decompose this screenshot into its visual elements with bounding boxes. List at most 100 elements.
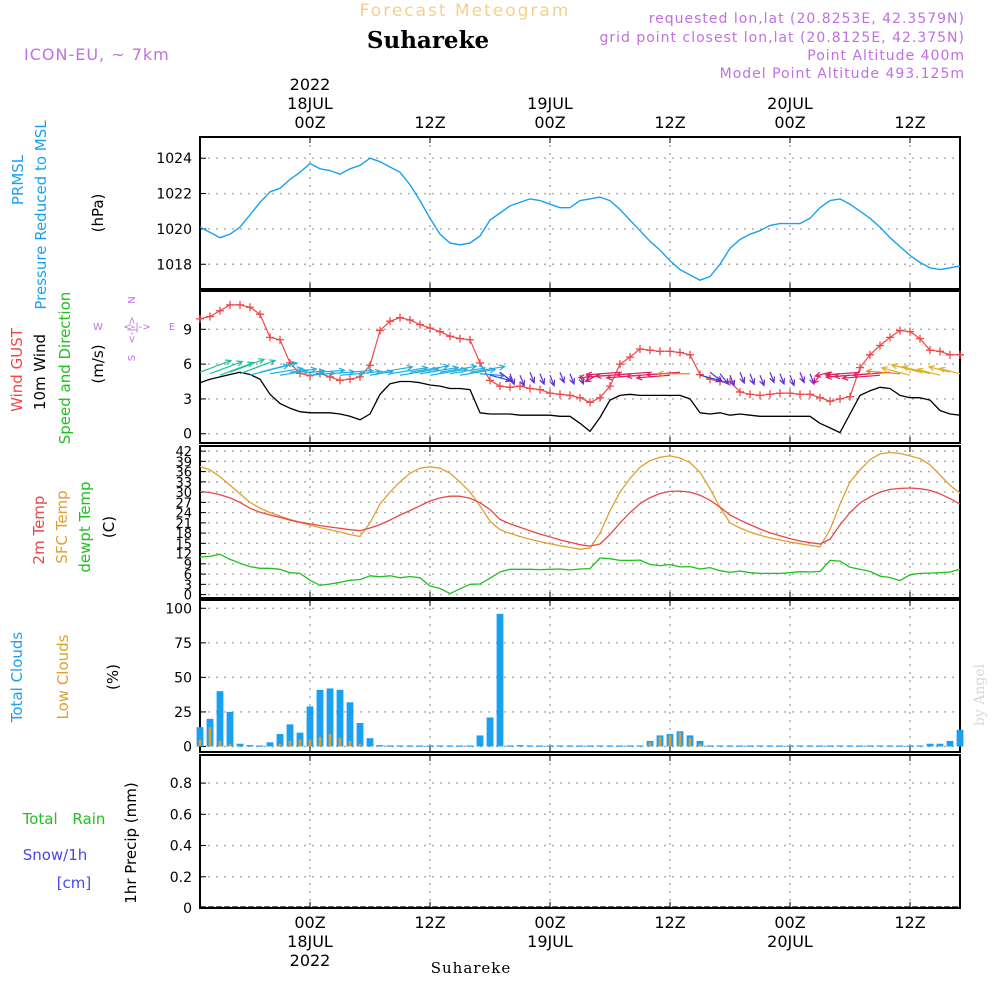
wind-arrow [789, 375, 796, 387]
total-cloud-bar [306, 706, 314, 747]
bottom-tick-label: 20JUL [767, 932, 813, 951]
wind-arrow [719, 373, 730, 386]
total-cloud-bar [916, 745, 924, 747]
y-tick-label: 39 [175, 455, 192, 470]
gust-marker [566, 391, 574, 400]
gust-marker [876, 341, 884, 350]
compass: <-|-> N S W <-|-> E [93, 296, 175, 361]
y-tick-label: 3 [184, 578, 192, 593]
low-cloud-bar [698, 743, 702, 747]
station-title: Suhareke [367, 27, 489, 54]
gust-marker [916, 334, 924, 343]
gust-marker [816, 393, 824, 402]
wind-arrow [709, 371, 724, 383]
gust-marker [366, 361, 374, 370]
gust-marker [706, 375, 714, 384]
total-cloud-bar [226, 711, 234, 747]
total-cloud-bar [386, 745, 394, 747]
total-cloud-bar [336, 689, 344, 747]
wind-arrow [199, 359, 233, 373]
wind-arrow [841, 374, 881, 381]
compass-n: N [127, 296, 138, 303]
total-cloud-bar [816, 745, 824, 747]
total-cloud-bar [276, 734, 284, 747]
compass-mid: <-|-> [123, 322, 150, 333]
wind-dir-label: Speed and Direction [56, 292, 74, 445]
bottom-tick-label: 00Z [774, 913, 805, 932]
panel-frame [199, 599, 961, 753]
y-tick-label: 0 [183, 901, 192, 917]
low-cloud-bar [308, 739, 312, 747]
low-cloud-bar [298, 739, 302, 747]
gust-marker [646, 346, 654, 355]
point-altitude: Point Altitude 400m [807, 48, 965, 64]
gust-marker [446, 332, 454, 341]
wind-arrow [539, 373, 546, 386]
total-cloud-bar [496, 613, 504, 747]
gust-marker [836, 394, 844, 403]
total-cloud-bar [296, 732, 304, 747]
gust-marker [526, 384, 534, 393]
y-tick-label: 6 [183, 357, 192, 373]
low-cloud-bar [348, 740, 352, 747]
total-cloud-bar [796, 745, 804, 747]
total-cloud-bar [556, 745, 564, 747]
total-cloud-bar [426, 745, 434, 747]
wind-arrow [938, 366, 961, 375]
top-tick-label: 19JUL [527, 94, 573, 113]
wind-arrow [219, 361, 255, 376]
total-cloud-bar [526, 745, 534, 747]
total-cloud-bar [536, 745, 544, 747]
gust-marker [796, 390, 804, 399]
gust-marker [606, 382, 614, 391]
snow-unit-label: [cm] [57, 874, 92, 892]
top-tick-label: 00Z [294, 113, 325, 132]
y-tick-label: 12 [175, 548, 192, 563]
total-cloud-bar [476, 735, 484, 747]
total-cloud-bar [436, 745, 444, 747]
bottom-tick-label: 18JUL [287, 932, 333, 951]
wind-arrow [239, 359, 277, 375]
y-tick-label: 24 [175, 507, 192, 522]
top-tick-label: 12Z [894, 113, 925, 132]
gust-marker [376, 326, 384, 335]
wind-arrow [901, 364, 931, 375]
gust-marker [456, 334, 464, 343]
footer-station: Suhareke [431, 959, 512, 977]
wind-arrow [299, 368, 326, 375]
top-tick-label: 12Z [654, 113, 685, 132]
compass-s: S [127, 355, 138, 361]
wind-arrow [359, 368, 382, 375]
y-tick-label: 1024 [156, 151, 192, 167]
dew-label: dewpt Temp [76, 481, 94, 572]
y-tick-label: 6 [184, 568, 192, 583]
y-tick-label: 0 [183, 427, 192, 443]
top-tick-label: 18JUL [287, 94, 333, 113]
total-cloud-bar [766, 745, 774, 747]
y-tick-label: 0 [183, 739, 192, 755]
gust-marker [346, 375, 354, 384]
gust-marker [596, 393, 604, 402]
total-cloud-bar [616, 745, 624, 747]
y-tick-label: 0.4 [170, 839, 192, 855]
model-altitude: Model Point Altitude 493.125m [720, 66, 965, 82]
wind-arrow [656, 370, 690, 377]
gust-marker [906, 327, 914, 336]
gust-marker [946, 350, 954, 359]
gust-marker [466, 335, 474, 344]
pressure-panel: 1018 1020 1022 1024 [156, 136, 961, 290]
wind-arrow [739, 372, 746, 385]
low-cloud-bar [678, 732, 682, 747]
gust-marker [436, 327, 444, 336]
wind-arrow [529, 372, 536, 384]
total-cloud-bar [546, 745, 554, 747]
panel-frame [199, 136, 961, 290]
wind-arrow [749, 373, 756, 386]
low-cloud-bar [658, 736, 662, 747]
total-cloud-bar [416, 745, 424, 747]
bottom-tick-label: 00Z [294, 913, 325, 932]
wind-arrow [509, 373, 516, 386]
low-cloud-bar [228, 743, 232, 747]
total-cloud-bar [376, 745, 384, 747]
